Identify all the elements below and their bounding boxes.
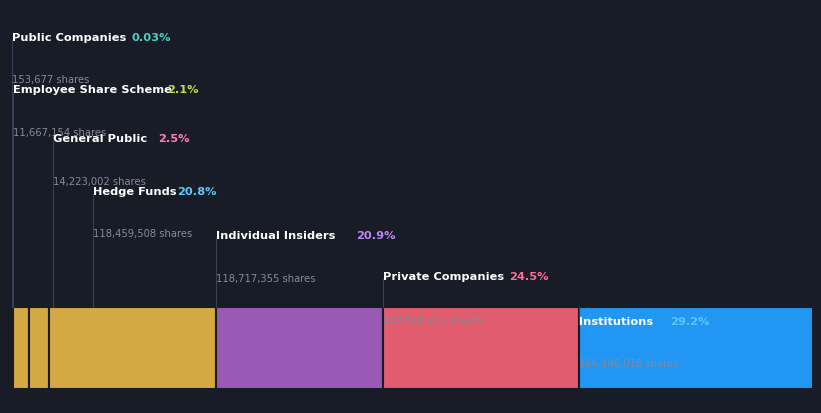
Text: 118,717,355 shares: 118,717,355 shares [216, 273, 315, 283]
Text: 20.8%: 20.8% [177, 186, 217, 196]
Text: 20.9%: 20.9% [356, 231, 396, 241]
Text: 29.2%: 29.2% [670, 316, 710, 326]
Text: 139,518,271 shares: 139,518,271 shares [383, 314, 483, 324]
Text: Private Companies: Private Companies [383, 271, 508, 281]
Text: 166,186,018 shares: 166,186,018 shares [579, 358, 678, 368]
Text: Individual Insiders: Individual Insiders [216, 231, 339, 241]
Bar [216, 308, 383, 389]
Text: Hedge Funds: Hedge Funds [94, 186, 181, 196]
Text: 2.1%: 2.1% [167, 85, 199, 95]
Text: 0.03%: 0.03% [131, 33, 171, 43]
Text: Employee Share Scheme: Employee Share Scheme [12, 85, 176, 95]
Bar [579, 308, 813, 389]
Text: 118,459,508 shares: 118,459,508 shares [94, 229, 193, 239]
Text: 153,677 shares: 153,677 shares [12, 75, 89, 85]
Bar [30, 308, 49, 389]
Text: Public Companies: Public Companies [12, 33, 131, 43]
Text: 11,667,154 shares: 11,667,154 shares [12, 128, 106, 138]
Text: Institutions: Institutions [579, 316, 658, 326]
Bar [12, 308, 30, 389]
Text: General Public: General Public [53, 134, 152, 144]
Text: 14,223,002 shares: 14,223,002 shares [53, 176, 146, 186]
Text: 24.5%: 24.5% [509, 271, 548, 281]
Bar [49, 308, 216, 389]
Text: 2.5%: 2.5% [158, 134, 190, 144]
Bar [383, 308, 579, 389]
